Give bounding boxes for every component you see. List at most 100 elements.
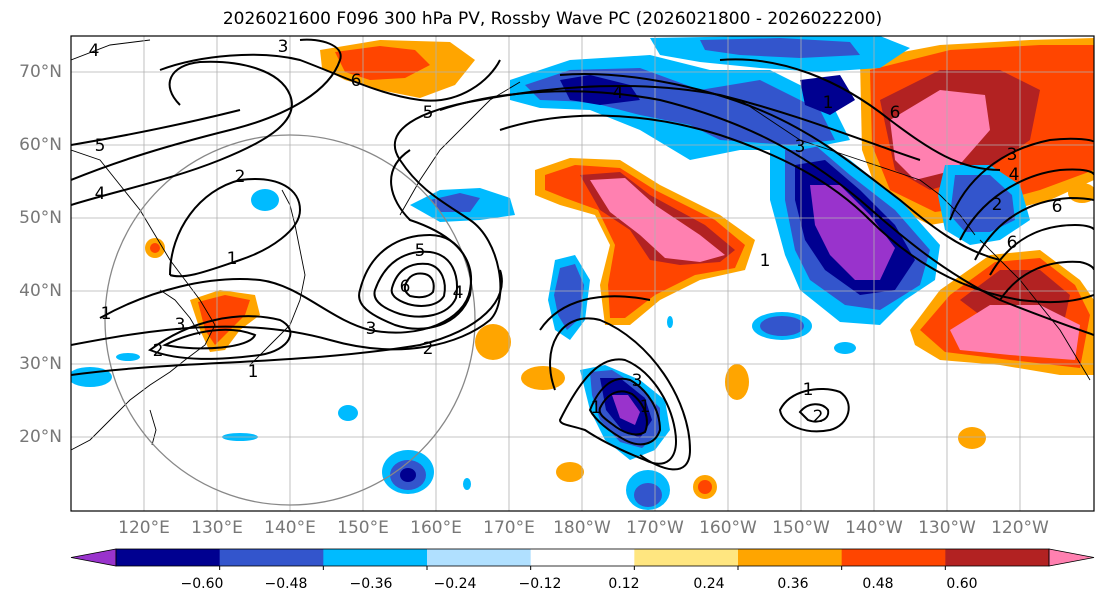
contour-label: 5 xyxy=(95,136,106,156)
contour-label: 3 xyxy=(278,37,289,57)
lon-label: 170°W xyxy=(626,518,684,538)
lon-label: 150°E xyxy=(337,518,389,538)
pv-contour xyxy=(798,403,830,423)
positive-anomaly-spot xyxy=(698,480,712,494)
negative-anomaly-narrow xyxy=(554,264,584,330)
colorbar-tick-label: 0.60 xyxy=(946,576,978,592)
contour-label: 1 xyxy=(760,251,771,271)
colorbar-frame xyxy=(115,548,1050,567)
contour-label: 2 xyxy=(813,407,824,427)
coastline-asia xyxy=(71,39,216,451)
contour-label: 6 xyxy=(890,103,901,123)
colorbar-extend-low xyxy=(70,548,117,567)
contour-label: 6 xyxy=(351,71,362,91)
contour-label: 1 xyxy=(640,397,651,417)
pv-contour xyxy=(439,90,1094,336)
colorbar-swatch xyxy=(427,549,532,566)
contour-label: 6 xyxy=(400,277,411,297)
coastline-japan xyxy=(249,189,306,366)
lon-label: 150°W xyxy=(772,518,830,538)
negative-anomaly-spot xyxy=(251,189,279,211)
coastline-taiwan xyxy=(149,409,157,446)
pv-contour xyxy=(99,149,473,334)
contour-label: 5 xyxy=(415,241,426,261)
pv-contour xyxy=(974,196,1094,261)
pv-contour xyxy=(999,260,1094,301)
pv-contour xyxy=(949,137,1094,221)
negative-anomaly-spot xyxy=(430,193,480,212)
colorbar-swatch xyxy=(945,549,1050,566)
negative-anomaly-bering xyxy=(560,75,640,105)
lat-label: 50°N xyxy=(19,208,62,228)
lon-label: 180°W xyxy=(553,518,611,538)
positive-anomaly-spot xyxy=(150,243,160,253)
contour-label: 6 xyxy=(1052,197,1063,217)
lon-label: 160°E xyxy=(410,518,462,538)
contour-label: 1 xyxy=(591,398,602,418)
lat-label: 60°N xyxy=(19,135,62,155)
contour-label: 3 xyxy=(795,137,806,157)
pv-contour xyxy=(549,317,692,471)
lon-label: 120°W xyxy=(991,518,1049,538)
analysis-radius-circle xyxy=(104,134,476,506)
colorbar-tick-label: 0.24 xyxy=(693,576,725,592)
colorbar-swatch xyxy=(738,549,843,566)
positive-anomaly-spot xyxy=(521,366,565,390)
colorbar-swatch xyxy=(116,549,221,566)
contour-label: 4 xyxy=(613,83,624,103)
contour-label: 1 xyxy=(227,249,238,269)
negative-anomaly-spot xyxy=(834,342,856,354)
pv-contour xyxy=(499,114,1094,304)
contour-label: 1 xyxy=(823,93,834,113)
pv-contour xyxy=(539,295,651,331)
pv-contour xyxy=(169,178,302,278)
pv-contour xyxy=(778,388,850,433)
pv-contour xyxy=(71,38,342,181)
negative-anomaly-bering xyxy=(800,75,855,115)
contour-label: 4 xyxy=(1009,165,1020,185)
negative-anomaly-spot xyxy=(338,405,358,421)
pv-contour xyxy=(598,390,648,436)
pv-contour xyxy=(959,168,1094,241)
contour-label: 3 xyxy=(632,371,643,391)
pv-contour xyxy=(403,272,435,299)
negative-anomaly-spot xyxy=(667,316,673,328)
pv-contour xyxy=(558,358,677,465)
contour-label: 3 xyxy=(175,315,186,335)
colorbar-swatch xyxy=(219,549,324,566)
colorbar-swatch xyxy=(634,549,739,566)
negative-anomaly-subtropical xyxy=(612,395,640,425)
pv-contour xyxy=(358,233,472,330)
lat-label: 30°N xyxy=(19,354,62,374)
lat-label: 40°N xyxy=(19,281,62,301)
colorbar xyxy=(70,548,1095,570)
negative-anomaly-spot xyxy=(463,478,471,490)
colorbar-extend-high xyxy=(1048,548,1095,567)
pv-contour xyxy=(559,73,1001,261)
pv-contour xyxy=(390,262,446,307)
pv-contour xyxy=(719,58,1001,171)
pv-contour xyxy=(989,223,1094,276)
contour-label: 5 xyxy=(423,103,434,123)
colorbar-tick-label: 0.12 xyxy=(608,576,640,592)
lon-label: 140°E xyxy=(264,518,316,538)
plot-frame xyxy=(70,35,1095,512)
colorbar-swatch xyxy=(841,549,946,566)
map-title: 2026021600 F096 300 hPa PV, Rossby Wave … xyxy=(222,9,883,29)
pv-contour xyxy=(147,315,292,360)
pv-contour xyxy=(71,269,503,376)
colorbar-tick-label: 0.36 xyxy=(777,576,809,592)
pv-contour xyxy=(588,377,662,446)
contour-label: 4 xyxy=(453,283,464,303)
contour-label: 1 xyxy=(803,380,814,400)
lat-label: 70°N xyxy=(19,62,62,82)
negative-anomaly-arctic xyxy=(700,38,860,58)
negative-anomaly-spot xyxy=(760,316,804,336)
negative-anomaly-spot xyxy=(116,353,140,361)
lon-label: 130°W xyxy=(918,518,976,538)
colorbar-tick-label: −0.60 xyxy=(180,576,224,592)
lat-label: 20°N xyxy=(19,427,62,447)
colorbar-swatch xyxy=(323,549,428,566)
contour-label: 1 xyxy=(101,304,112,324)
